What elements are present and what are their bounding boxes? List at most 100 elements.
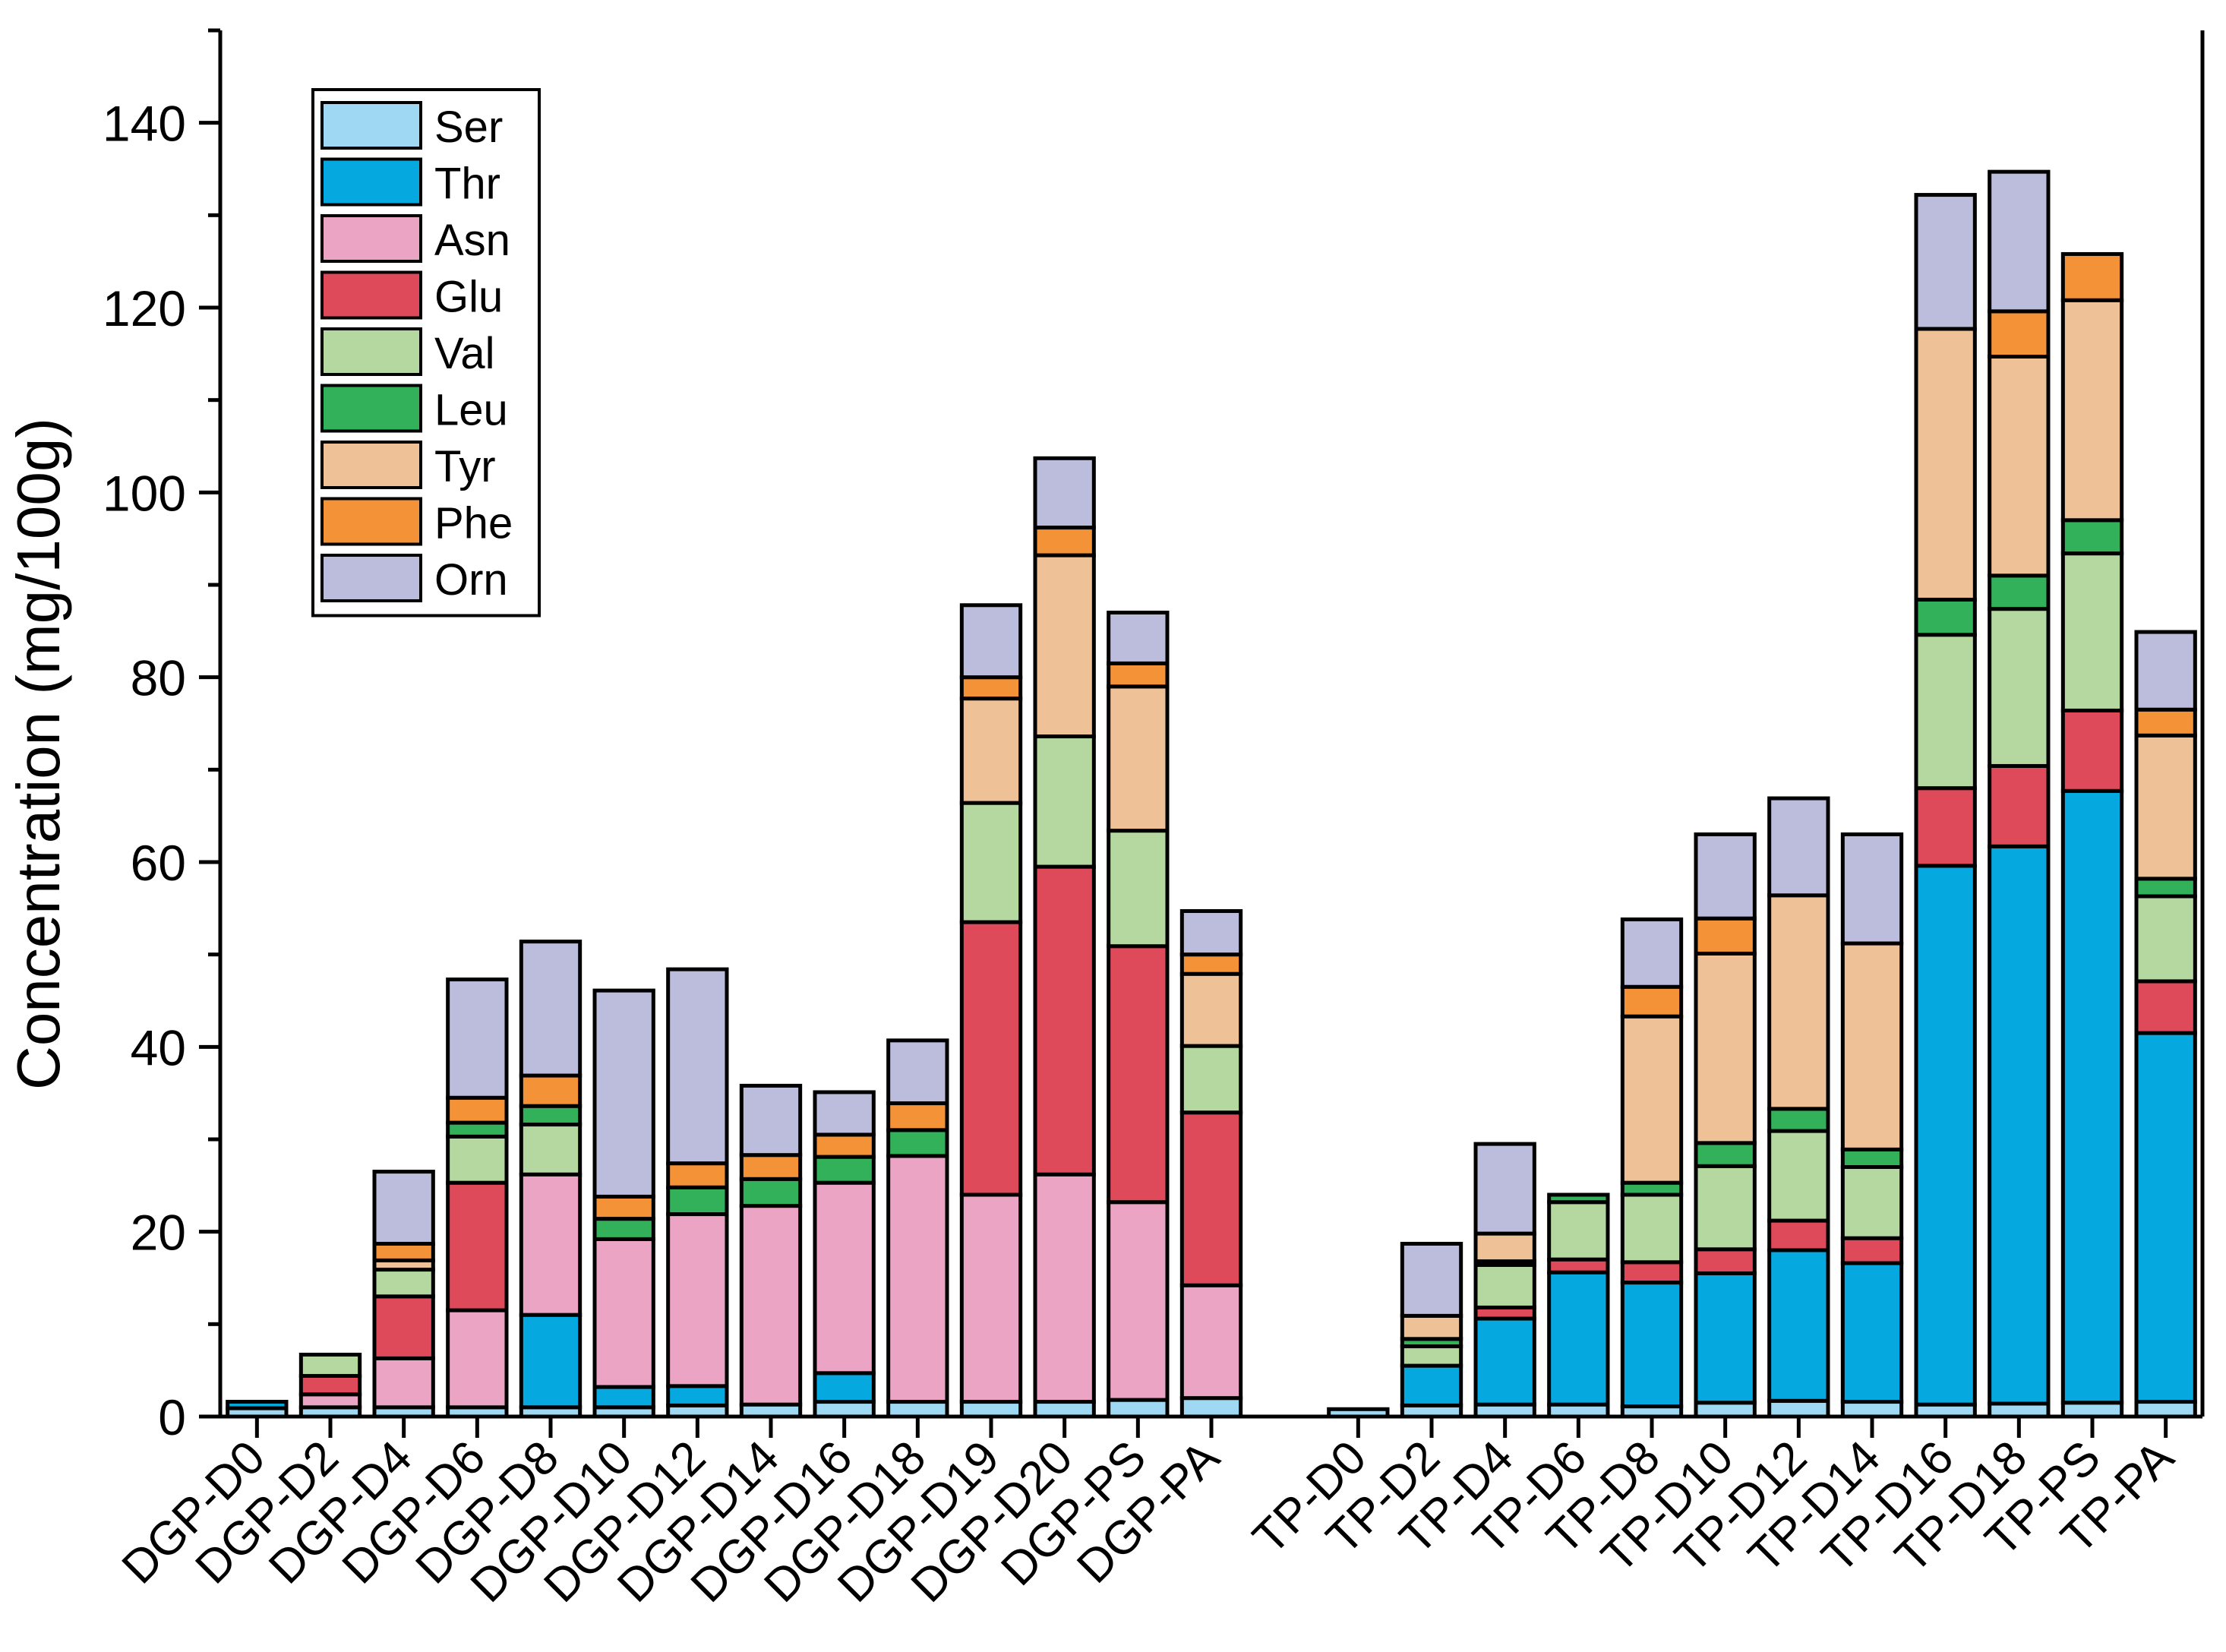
bar-segment-tp-d12-glu: [1767, 1218, 1830, 1252]
bar-segment-tp-d16-leu: [1914, 597, 1977, 637]
bar-segment-tp-pa-glu: [2134, 979, 2197, 1035]
bar-segment-tp-d18-phe: [1988, 309, 2051, 359]
y-axis-label: Concentration (mg/100g): [5, 418, 72, 1090]
bar-segment-dgp-d8-orn: [519, 940, 583, 1078]
bar-segment-dgp-d12-asn: [666, 1212, 729, 1388]
bar-segment-tp-d8-tyr: [1620, 1014, 1684, 1185]
legend: Ser Thr Asn Glu Val Leu Tyr Phe Orn: [311, 88, 541, 618]
bar-segment-tp-d8-orn: [1620, 917, 1684, 989]
bar-segment-dgp-d14-leu: [739, 1177, 803, 1208]
legend-swatch-val: [320, 327, 422, 376]
bar-segment-dgp-ps-tyr: [1107, 684, 1170, 833]
bar-segment-tp-d10-ser: [1694, 1401, 1757, 1419]
legend-label-orn: Orn: [434, 555, 508, 605]
bar-segment-tp-ps-ser: [2060, 1401, 2124, 1419]
bar-segment-tp-d10-tyr: [1694, 951, 1757, 1145]
bar-segment-tp-d4-thr: [1473, 1316, 1536, 1407]
bar-segment-tp-d8-thr: [1620, 1281, 1684, 1409]
legend-label-glu: Glu: [434, 273, 503, 322]
bar-segment-tp-d2-val: [1400, 1344, 1463, 1368]
bar-segment-dgp-d18-phe: [886, 1101, 949, 1132]
bar-segment-tp-d6-thr: [1547, 1270, 1610, 1407]
bar-segment-tp-d2-thr: [1400, 1363, 1463, 1407]
bar-segment-dgp-ps-orn: [1107, 611, 1170, 665]
bar-segment-dgp-d20-val: [1033, 734, 1096, 869]
bar-segment-dgp-ps-asn: [1107, 1200, 1170, 1402]
bar-segment-dgp-d10-leu: [592, 1217, 655, 1241]
y-tick-label-120: 120: [103, 280, 186, 336]
bar-segment-dgp-d20-phe: [1033, 526, 1096, 558]
bar-segment-tp-d12-leu: [1767, 1107, 1830, 1133]
bar-segment-tp-ps-thr: [2060, 788, 2124, 1405]
bar-segment-dgp-d16-phe: [813, 1132, 876, 1159]
bar-segment-dgp-d20-glu: [1033, 864, 1096, 1177]
bar-segment-tp-d12-tyr: [1767, 893, 1830, 1111]
bar-segment-tp-d18-leu: [1988, 573, 2051, 611]
bar-segment-dgp-d8-leu: [519, 1104, 583, 1127]
y-tick-label-100: 100: [103, 465, 186, 521]
bar-segment-dgp-d18-ser: [886, 1400, 949, 1419]
bar-segment-dgp-d6-glu: [446, 1180, 509, 1312]
legend-label-val: Val: [434, 329, 495, 378]
y-tick-label-40: 40: [131, 1019, 186, 1076]
bar-segment-dgp-d18-orn: [886, 1038, 949, 1106]
bar-segment-dgp-d12-thr: [666, 1384, 729, 1407]
bar-segment-dgp-pa-tyr: [1179, 971, 1243, 1048]
bar-segment-dgp-ps-val: [1107, 829, 1170, 949]
bar-segment-dgp-pa-orn: [1179, 908, 1243, 957]
bar-segment-dgp-d6-orn: [446, 978, 509, 1100]
bar-segment-dgp-d16-asn: [813, 1180, 876, 1376]
bar-segment-dgp-d6-val: [446, 1134, 509, 1185]
bar-segment-dgp-d2-asn: [298, 1392, 362, 1410]
bar-segment-tp-d10-orn: [1694, 832, 1757, 921]
legend-label-thr: Thr: [434, 160, 500, 209]
bar-segment-dgp-d8-thr: [519, 1312, 583, 1410]
bar-segment-dgp-d18-leu: [886, 1128, 949, 1158]
legend-swatch-thr: [320, 157, 422, 207]
legend-swatch-leu: [320, 384, 422, 433]
bar-segment-tp-d16-orn: [1914, 193, 1977, 331]
legend-swatch-phe: [320, 497, 422, 546]
bar-segment-tp-ps-tyr: [2060, 298, 2124, 523]
bar-segment-tp-d6-val: [1547, 1200, 1610, 1262]
bar-segment-tp-d16-tyr: [1914, 327, 1977, 602]
bar-segment-tp-d4-tyr: [1473, 1231, 1536, 1264]
bar-segment-tp-d10-val: [1694, 1164, 1757, 1252]
bar-segment-dgp-d0-thr: [226, 1400, 289, 1410]
bar-segment-dgp-d14-asn: [739, 1204, 803, 1407]
bar-segment-tp-pa-ser: [2134, 1400, 2197, 1419]
bar-segment-dgp-d4-orn: [372, 1170, 435, 1246]
bar-segment-tp-d14-val: [1840, 1165, 1904, 1240]
bar-segment-dgp-d16-thr: [813, 1371, 876, 1404]
bar-segment-tp-d8-phe: [1620, 984, 1684, 1019]
bar-segment-tp-ps-phe: [2060, 251, 2124, 302]
legend-label-ser: Ser: [434, 103, 503, 152]
bar-segment-tp-d14-glu: [1840, 1236, 1904, 1265]
bar-segment-tp-d18-tyr: [1988, 354, 2051, 578]
bar-segment-tp-d18-glu: [1988, 763, 2051, 848]
bar-segment-dgp-d10-asn: [592, 1237, 655, 1389]
bar-segment-dgp-d19-asn: [959, 1192, 1023, 1404]
bar-segment-tp-d6-leu: [1547, 1192, 1610, 1205]
bar-segment-tp-d14-thr: [1840, 1261, 1904, 1404]
legend-swatch-ser: [320, 101, 422, 150]
bar-segment-dgp-d16-leu: [813, 1155, 876, 1185]
bar-segment-tp-d14-tyr: [1840, 941, 1904, 1151]
bar-segment-tp-d6-glu: [1547, 1257, 1610, 1275]
legend-label-leu: Leu: [434, 386, 508, 435]
bar-segment-tp-d18-orn: [1988, 169, 2051, 314]
bar-segment-tp-pa-val: [2134, 894, 2197, 984]
bar-segment-dgp-d20-asn: [1033, 1172, 1096, 1404]
legend-swatch-glu: [320, 270, 422, 320]
bar-segment-dgp-d4-glu: [372, 1294, 435, 1360]
bar-segment-tp-pa-tyr: [2134, 733, 2197, 881]
bar-segment-tp-d10-thr: [1694, 1271, 1757, 1405]
bar-segment-dgp-ps-phe: [1107, 661, 1170, 689]
bar-segment-tp-pa-phe: [2134, 707, 2197, 738]
bar-segment-tp-d4-val: [1473, 1262, 1536, 1309]
bar-segment-tp-d10-phe: [1694, 916, 1757, 956]
bar-segment-dgp-ps-glu: [1107, 944, 1170, 1205]
bar-segment-dgp-d4-asn: [372, 1356, 435, 1410]
bar-segment-tp-d2-tyr: [1400, 1313, 1463, 1341]
